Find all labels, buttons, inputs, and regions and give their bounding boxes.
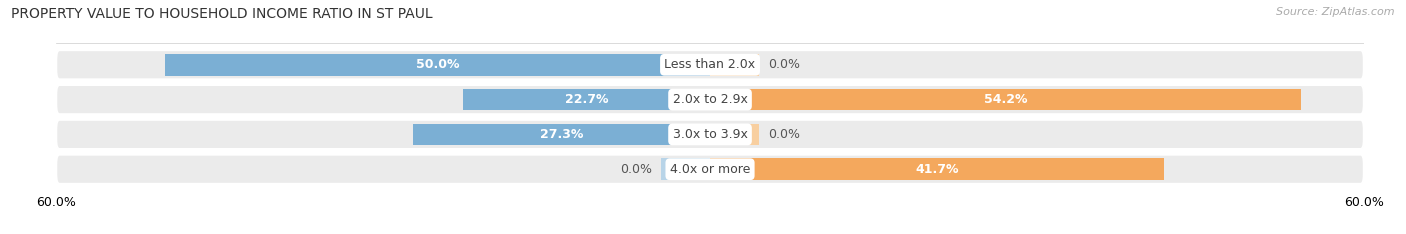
FancyBboxPatch shape (56, 85, 1364, 114)
Text: 50.0%: 50.0% (416, 58, 460, 71)
FancyBboxPatch shape (56, 155, 1364, 184)
Text: PROPERTY VALUE TO HOUSEHOLD INCOME RATIO IN ST PAUL: PROPERTY VALUE TO HOUSEHOLD INCOME RATIO… (11, 7, 433, 21)
Bar (166, 54, 710, 76)
Bar (463, 89, 710, 110)
Bar (710, 54, 759, 76)
Text: 41.7%: 41.7% (915, 163, 959, 176)
Bar (710, 89, 1301, 110)
Text: 54.2%: 54.2% (984, 93, 1026, 106)
Bar (412, 124, 710, 145)
Text: 0.0%: 0.0% (620, 163, 652, 176)
FancyBboxPatch shape (56, 50, 1364, 79)
Text: 3.0x to 3.9x: 3.0x to 3.9x (672, 128, 748, 141)
Text: 2.0x to 2.9x: 2.0x to 2.9x (672, 93, 748, 106)
Text: 4.0x or more: 4.0x or more (669, 163, 751, 176)
Text: Source: ZipAtlas.com: Source: ZipAtlas.com (1277, 7, 1395, 17)
Text: 0.0%: 0.0% (768, 58, 800, 71)
Text: 22.7%: 22.7% (565, 93, 609, 106)
FancyBboxPatch shape (56, 120, 1364, 149)
Bar (710, 158, 1164, 180)
Text: Less than 2.0x: Less than 2.0x (665, 58, 755, 71)
Text: 27.3%: 27.3% (540, 128, 583, 141)
Text: 0.0%: 0.0% (768, 128, 800, 141)
Bar (661, 158, 710, 180)
Bar (710, 124, 759, 145)
